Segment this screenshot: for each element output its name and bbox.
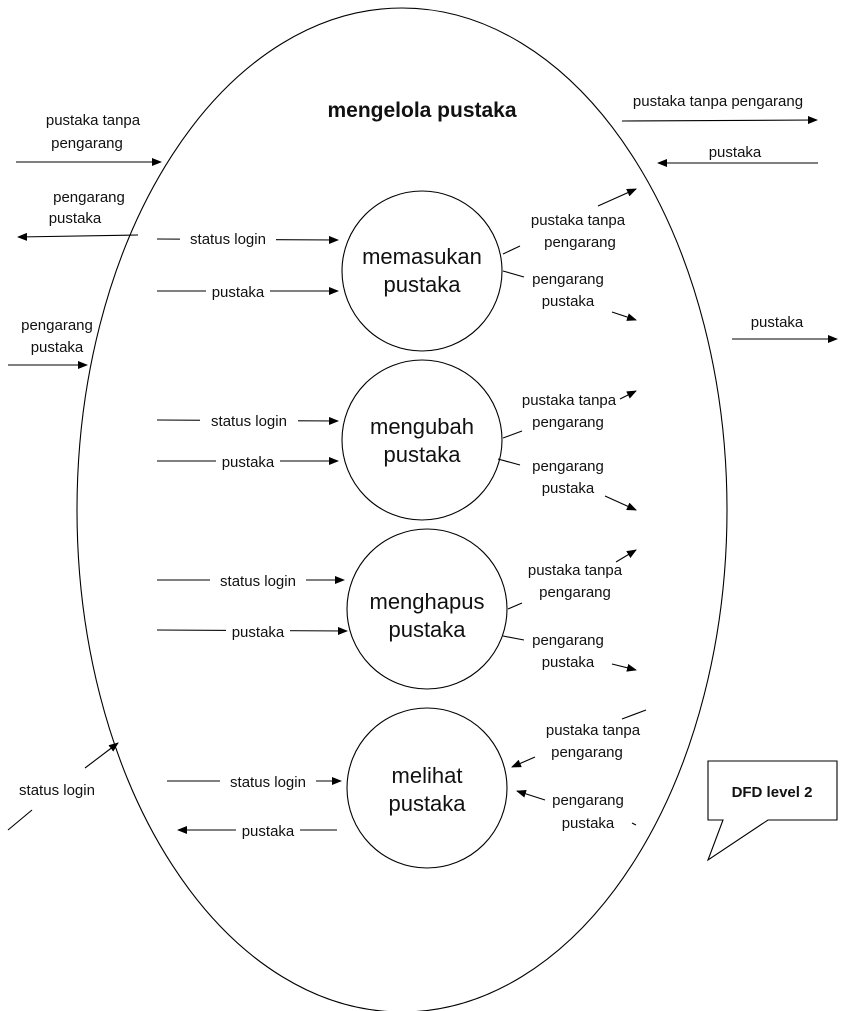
process-menghapus: menghapus pustaka bbox=[346, 528, 508, 690]
p1-flow-in-pustaka: pustaka bbox=[157, 281, 339, 301]
svg-text:status login: status login bbox=[211, 413, 287, 430]
svg-text:pengarang: pengarang bbox=[532, 414, 604, 431]
svg-text:status login: status login bbox=[230, 774, 306, 791]
process-circle bbox=[341, 359, 503, 521]
svg-text:pustaka: pustaka bbox=[562, 815, 615, 832]
process-label-line1: memasukan bbox=[362, 244, 482, 269]
svg-text:pengarang: pengarang bbox=[51, 135, 123, 152]
p4-flow-in-status-login: status login bbox=[167, 771, 342, 791]
dfd-level-callout: DFD level 2 bbox=[706, 760, 838, 862]
process-label-line2: pustaka bbox=[383, 272, 461, 297]
process-memasukan: memasukan pustaka bbox=[341, 190, 503, 352]
svg-text:status login: status login bbox=[220, 573, 296, 590]
process-label-line1: melihat bbox=[392, 763, 463, 788]
svg-text:status login: status login bbox=[19, 782, 95, 799]
svg-text:status login: status login bbox=[190, 231, 266, 248]
process-label-line2: pustaka bbox=[388, 617, 466, 642]
p3-flow-out-pustaka-tanpa-pengarang: pustaka tanpa pengarang bbox=[507, 549, 637, 610]
process-circle bbox=[346, 707, 508, 869]
p2-flow-in-pustaka: pustaka bbox=[157, 451, 339, 471]
flow-out-pustaka-right: pustaka bbox=[732, 314, 838, 343]
svg-text:pustaka: pustaka bbox=[542, 293, 595, 310]
svg-text:pengarang: pengarang bbox=[552, 792, 624, 809]
svg-text:pengarang: pengarang bbox=[21, 317, 93, 334]
p2-flow-out-pengarang-pustaka: pengarang pustaka bbox=[497, 458, 637, 511]
svg-text:pustaka tanpa: pustaka tanpa bbox=[46, 112, 141, 129]
svg-text:pustaka: pustaka bbox=[31, 339, 84, 356]
svg-text:pustaka: pustaka bbox=[751, 314, 804, 331]
svg-text:pengarang: pengarang bbox=[53, 189, 125, 206]
svg-text:pengarang: pengarang bbox=[532, 458, 604, 475]
process-label-line2: pustaka bbox=[388, 791, 466, 816]
outer-process-ellipse bbox=[76, 7, 728, 1011]
p2-flow-out-pustaka-tanpa-pengarang: pustaka tanpa pengarang bbox=[502, 390, 637, 439]
svg-text:pustaka tanpa: pustaka tanpa bbox=[531, 212, 626, 229]
svg-text:pustaka: pustaka bbox=[212, 284, 265, 301]
svg-text:pengarang: pengarang bbox=[532, 632, 604, 649]
svg-text:pengarang: pengarang bbox=[532, 271, 604, 288]
flow-in-status-login: status login bbox=[7, 742, 119, 831]
svg-text:pengarang: pengarang bbox=[544, 234, 616, 251]
p3-flow-in-status-login: status login bbox=[157, 570, 345, 590]
p2-flow-in-status-login: status login bbox=[156, 410, 339, 430]
p1-flow-in-status-login: status login bbox=[156, 228, 339, 248]
flow-out-pustaka-tanpa-pengarang: pustaka tanpa pengarang bbox=[621, 93, 818, 125]
process-melihat: melihat pustaka bbox=[346, 707, 508, 869]
svg-text:pengarang: pengarang bbox=[539, 584, 611, 601]
flow-in-pengarang-pustaka: pengarang pustaka bbox=[8, 317, 93, 369]
svg-text:pustaka: pustaka bbox=[232, 624, 285, 641]
process-circle bbox=[346, 528, 508, 690]
p1-flow-out-pustaka-tanpa-pengarang: pustaka tanpa pengarang bbox=[502, 188, 637, 255]
p4-flow-in-pustaka-tanpa-pengarang: pustaka tanpa pengarang bbox=[511, 709, 647, 768]
diagram-title: mengelola pustaka bbox=[327, 99, 516, 122]
svg-text:pustaka tanpa: pustaka tanpa bbox=[546, 722, 641, 739]
svg-text:pustaka: pustaka bbox=[242, 823, 295, 840]
svg-text:pengarang: pengarang bbox=[551, 744, 623, 761]
process-label-line2: pustaka bbox=[383, 442, 461, 467]
svg-text:pustaka tanpa: pustaka tanpa bbox=[528, 562, 623, 579]
svg-text:pustaka: pustaka bbox=[542, 480, 595, 497]
svg-text:pustaka tanpa: pustaka tanpa bbox=[522, 392, 617, 409]
svg-text:pustaka: pustaka bbox=[709, 144, 762, 161]
svg-text:pustaka: pustaka bbox=[49, 210, 102, 227]
flow-out-pengarang-pustaka: pengarang pustaka bbox=[17, 189, 139, 241]
svg-text:pustaka: pustaka bbox=[222, 454, 275, 471]
process-label-line1: mengubah bbox=[370, 414, 474, 439]
process-mengubah: mengubah pustaka bbox=[341, 359, 503, 521]
p4-flow-in-pengarang-pustaka: pengarang pustaka bbox=[516, 789, 637, 832]
svg-text:DFD level 2: DFD level 2 bbox=[732, 784, 813, 801]
p1-flow-out-pengarang-pustaka: pengarang pustaka bbox=[502, 270, 637, 321]
process-circle bbox=[341, 190, 503, 352]
p3-flow-out-pengarang-pustaka: pengarang pustaka bbox=[502, 632, 637, 672]
svg-text:pustaka tanpa pengarang: pustaka tanpa pengarang bbox=[633, 93, 803, 110]
flow-in-pustaka-tanpa-pengarang: pustaka tanpa pengarang bbox=[16, 112, 162, 166]
p3-flow-in-pustaka: pustaka bbox=[156, 621, 348, 641]
process-label-line1: menghapus bbox=[370, 589, 485, 614]
flow-in-pustaka-right: pustaka bbox=[657, 144, 818, 167]
svg-text:pustaka: pustaka bbox=[542, 654, 595, 671]
p4-flow-out-pustaka: pustaka bbox=[177, 820, 337, 840]
